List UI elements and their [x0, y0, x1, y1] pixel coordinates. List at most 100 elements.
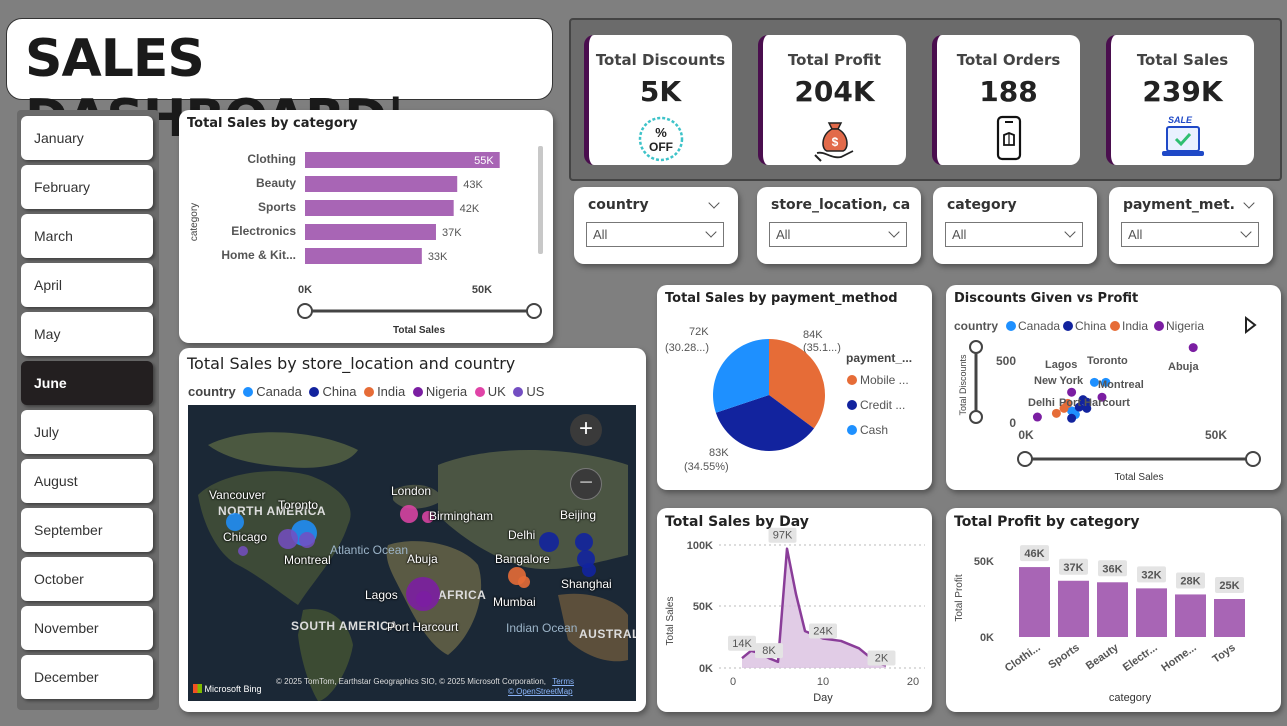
chevron-down-icon [1064, 226, 1076, 238]
slicer-title: store_location, ca... [771, 197, 911, 213]
map-canvas[interactable]: NORTH AMERICA AFRICA SOUTH AMERICA AUSTR… [188, 405, 636, 701]
pie-slice [769, 339, 825, 429]
store-location-dropdown[interactable]: All [769, 222, 907, 247]
month-button-selected[interactable]: June [21, 361, 153, 405]
map-bubble[interactable] [299, 532, 315, 548]
x-axis-label: Total Sales [393, 325, 445, 336]
money-bag-icon: $ [811, 115, 859, 168]
bar [1136, 588, 1167, 637]
month-button[interactable]: August [21, 459, 153, 503]
map-bubble[interactable] [582, 563, 596, 577]
map-bubble[interactable] [226, 513, 244, 531]
bar-value-label: 33K [428, 251, 448, 263]
month-button[interactable]: September [21, 508, 153, 552]
osm-link[interactable]: © OpenStreetMap [508, 687, 573, 696]
y-tick-label: 0 [1009, 416, 1016, 430]
kpi-value: 5K [639, 75, 682, 108]
chart-title: Total Sales by payment_method [665, 291, 898, 306]
month-button[interactable]: May [21, 312, 153, 356]
chevron-down-icon[interactable] [708, 197, 720, 209]
legend-title: payment_... [846, 351, 912, 365]
month-button[interactable]: October [21, 557, 153, 601]
bar-value-label: 25K [1219, 580, 1239, 592]
data-label: 97K [773, 530, 793, 542]
scrollbar[interactable] [538, 146, 543, 254]
legend-title: country [954, 319, 998, 333]
bar-value-label: 42K [460, 203, 480, 215]
terms-link[interactable]: Terms [552, 677, 574, 686]
legend-marker [1006, 321, 1016, 331]
data-label: 8K [762, 645, 776, 657]
range-slider-handle-max[interactable] [526, 303, 542, 319]
map-bubble[interactable] [539, 532, 559, 552]
month-button[interactable]: February [21, 165, 153, 209]
data-label: 24K [813, 625, 833, 637]
map-bubble[interactable] [278, 529, 298, 549]
payment-method-slicer[interactable]: payment_met... All [1109, 187, 1273, 264]
city-label: Toronto [278, 498, 319, 512]
play-icon[interactable] [1245, 315, 1257, 335]
svg-text:SALE: SALE [1167, 115, 1192, 125]
month-button[interactable]: January [21, 116, 153, 160]
kpi-value: 204K [794, 75, 875, 108]
category-label: Electronics [231, 224, 296, 238]
legend-label: India [377, 384, 406, 399]
pie-slice [715, 395, 815, 451]
region-label: SOUTH AMERICA [291, 619, 399, 633]
zoom-in-button[interactable]: + [570, 414, 602, 446]
map-bubble[interactable] [238, 546, 248, 556]
legend-label: Nigeria [425, 384, 468, 399]
microsoft-logo-icon [193, 684, 202, 693]
kpi-value: 239K [1142, 75, 1223, 108]
chevron-down-icon [705, 226, 717, 238]
y-axis-label: Total Sales [665, 597, 676, 646]
store-location-slicer[interactable]: store_location, ca... All [757, 187, 921, 264]
dropdown-value: All [952, 227, 967, 242]
category-dropdown[interactable]: All [945, 222, 1083, 247]
country-dropdown[interactable]: All [586, 222, 724, 247]
country-slicer[interactable]: country All [574, 187, 738, 264]
y-tick-label: 0K [699, 663, 713, 675]
map-bubble[interactable] [416, 591, 432, 607]
zoom-out-button[interactable]: − [570, 468, 602, 500]
map-bubble[interactable] [400, 505, 418, 523]
y-axis-label: Total Discounts [958, 354, 968, 416]
payment-method-dropdown[interactable]: All [1121, 222, 1259, 247]
category-slicer[interactable]: category All [933, 187, 1097, 264]
chart-title: Total Sales by store_location and countr… [187, 354, 516, 373]
month-button[interactable]: July [21, 410, 153, 454]
y-range-slider-handle[interactable] [969, 340, 983, 354]
data-label-bg [768, 527, 797, 543]
legend-label: Cash [860, 423, 888, 437]
range-slider-handle-min[interactable] [297, 303, 313, 319]
map-bubble[interactable] [518, 576, 530, 588]
legend-label: China [322, 384, 357, 399]
month-button[interactable]: April [21, 263, 153, 307]
chart-title: Total Sales by category [187, 116, 358, 131]
bar-value-label: 28K [1180, 575, 1200, 587]
legend-marker [412, 387, 423, 397]
profit-by-category-chart: Total Profit 50K 0K category 46K Clothi..… [954, 545, 1245, 704]
legend-marker [1063, 321, 1073, 331]
month-button[interactable]: March [21, 214, 153, 258]
smartphone-order-icon [985, 115, 1033, 168]
slice-pct-label: (35.1...) [803, 342, 841, 354]
x-range-slider-handle[interactable] [1245, 451, 1261, 467]
map-attribution: © 2025 TomTom, Earthstar Geographics SIO… [276, 677, 574, 686]
map-bubble[interactable] [422, 511, 434, 523]
chevron-down-icon [1240, 226, 1252, 238]
month-button[interactable]: December [21, 655, 153, 699]
map-legend: country Canada China India Nigeria UK US [188, 384, 544, 399]
map-bubble[interactable] [575, 533, 593, 551]
data-label-bg [809, 623, 837, 639]
month-button[interactable]: November [21, 606, 153, 650]
city-label: Montreal [284, 553, 331, 567]
y-tick-label: 0K [980, 632, 994, 644]
chevron-down-icon[interactable] [1243, 197, 1255, 209]
x-tick-label: 0K [1018, 428, 1034, 442]
x-axis-label: Total Sales [1115, 472, 1164, 483]
y-range-slider-handle[interactable] [969, 410, 983, 424]
month-slicer: January February March April May June Ju… [17, 110, 159, 710]
x-range-slider-handle[interactable] [1017, 451, 1033, 467]
slicer-title: category [947, 197, 1017, 213]
